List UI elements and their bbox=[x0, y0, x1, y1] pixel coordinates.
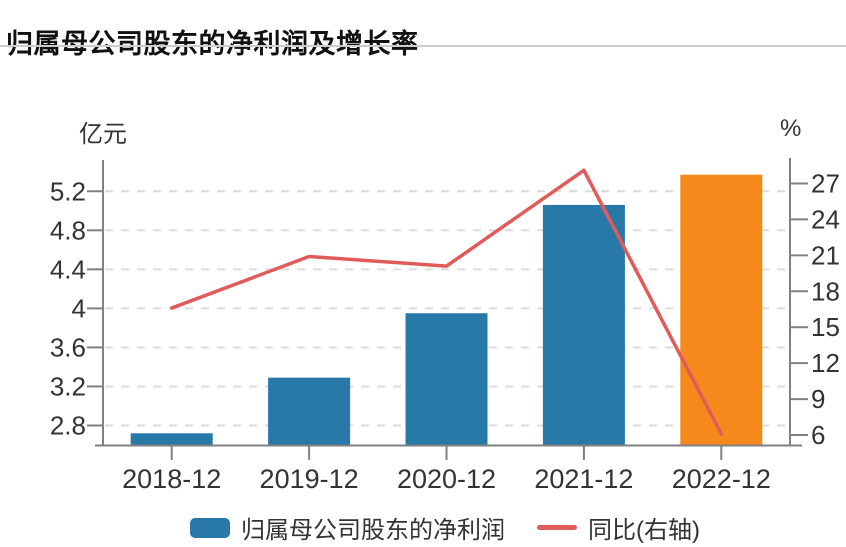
title-divider bbox=[0, 45, 846, 47]
page-title: 归属母公司股东的净利润及增长率 bbox=[6, 29, 419, 60]
legend-label-net-profit: 归属母公司股东的净利润 bbox=[241, 517, 505, 544]
x-axis-label: 2020-12 bbox=[397, 464, 496, 494]
right-axis-tick-label: 6 bbox=[811, 420, 825, 450]
left-axis-tick-label: 5.2 bbox=[50, 176, 86, 206]
right-axis-tick-label: 21 bbox=[811, 240, 840, 270]
x-axis-label: 2019-12 bbox=[260, 464, 359, 494]
right-axis-unit-label: % bbox=[780, 115, 802, 142]
left-axis-tick-label: 2.8 bbox=[50, 410, 86, 440]
bar-series-swatch bbox=[190, 517, 230, 538]
x-axis-label: 2022-12 bbox=[672, 464, 771, 494]
bar-2018-12[interactable] bbox=[130, 433, 213, 445]
right-axis-tick-label: 12 bbox=[811, 348, 840, 378]
line-series-swatch bbox=[537, 525, 577, 530]
bar-2020-12[interactable] bbox=[405, 313, 488, 445]
right-axis-tick-label: 27 bbox=[811, 168, 840, 198]
right-axis-tick-label: 15 bbox=[811, 312, 840, 342]
legend-item-net-profit[interactable]: 归属母公司股东的净利润 bbox=[190, 510, 505, 545]
legend-item-yoy[interactable]: 同比(右轴) bbox=[537, 510, 700, 545]
left-axis-tick-label: 4.4 bbox=[50, 254, 86, 284]
bar-2021-12[interactable] bbox=[542, 204, 625, 445]
legend-label-yoy: 同比(右轴) bbox=[588, 517, 700, 544]
bar-2022-12[interactable] bbox=[680, 174, 763, 445]
bar-2019-12[interactable] bbox=[268, 377, 351, 445]
chart-legend: 归属母公司股东的净利润 同比(右轴) bbox=[22, 510, 846, 545]
left-axis-tick-label: 4.8 bbox=[50, 215, 86, 245]
left-axis-unit-label: 亿元 bbox=[79, 121, 127, 148]
left-axis-tick-label: 3.2 bbox=[50, 371, 86, 401]
x-axis-label: 2021-12 bbox=[534, 464, 633, 494]
growth-line[interactable] bbox=[169, 168, 724, 436]
right-axis-tick-label: 9 bbox=[811, 384, 825, 414]
left-axis-tick-label: 4 bbox=[72, 293, 86, 323]
left-axis-tick-label: 3.6 bbox=[50, 332, 86, 362]
right-axis-tick-label: 18 bbox=[811, 276, 840, 306]
x-axis-label: 2018-12 bbox=[122, 464, 221, 494]
right-axis-tick-label: 24 bbox=[811, 204, 840, 234]
